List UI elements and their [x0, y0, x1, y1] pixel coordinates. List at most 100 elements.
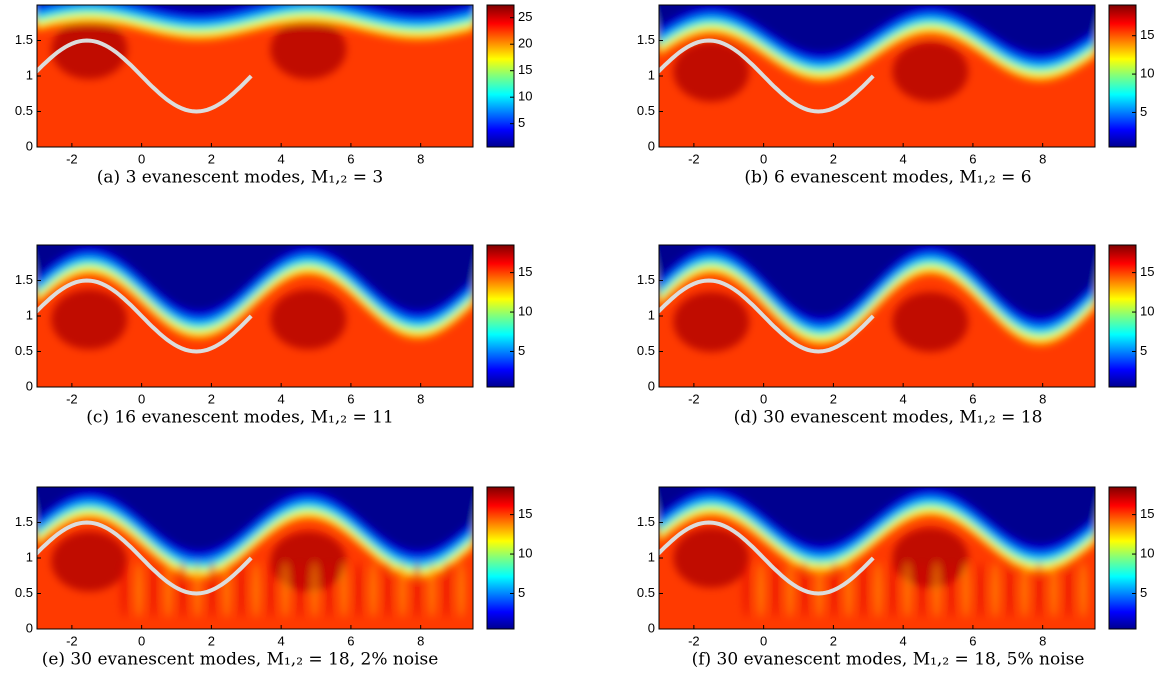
- noise-streak: [874, 561, 883, 618]
- y-tick-label: 0: [648, 378, 655, 393]
- y-tick-label: 0: [26, 378, 33, 393]
- heatmap-field: [37, 245, 473, 350]
- hot-spot: [51, 19, 128, 80]
- hot-spot: [270, 19, 347, 80]
- x-tick-label: 4: [900, 391, 907, 406]
- x-tick-label: -2: [66, 391, 78, 406]
- colorbar-tick-label: 15: [518, 264, 532, 279]
- noise-streak: [888, 561, 897, 618]
- y-tick-label: 1.5: [15, 32, 33, 47]
- noise-streak: [991, 561, 1000, 618]
- hot-spot: [892, 291, 969, 352]
- noise-streak: [947, 561, 956, 618]
- noise-streak: [149, 561, 158, 618]
- noise-streak: [281, 561, 290, 618]
- noise-streak: [844, 561, 853, 618]
- x-tick-label: 6: [969, 391, 976, 406]
- colorbar-tick-label: 25: [518, 9, 532, 24]
- y-tick-label: 0: [26, 620, 33, 635]
- y-tick-label: 0.5: [15, 343, 33, 358]
- x-tick-label: 4: [900, 151, 907, 166]
- noise-streak: [859, 561, 868, 618]
- noise-streak: [815, 561, 824, 618]
- heatmap-image: [37, 245, 473, 387]
- noise-streak: [222, 561, 231, 618]
- hot-spot: [51, 289, 128, 350]
- heatmap-field: [37, 5, 473, 80]
- noise-streak: [903, 561, 912, 618]
- x-tick-label: -2: [688, 151, 700, 166]
- colorbar: [486, 244, 515, 388]
- x-tick-label: 6: [347, 391, 354, 406]
- boundary-curve: [659, 520, 875, 596]
- x-tick-label: 6: [969, 633, 976, 648]
- noise-streak: [369, 561, 378, 618]
- y-tick-label: 1.5: [637, 272, 655, 287]
- y-tick-label: 0.5: [15, 103, 33, 118]
- colorbar-tick-label: 10: [1140, 545, 1154, 560]
- heatmap-image: [37, 5, 473, 147]
- colorbar-tick-label: 5: [1140, 104, 1147, 119]
- x-tick-label: 0: [138, 151, 145, 166]
- colorbar-tick-label: 15: [518, 62, 532, 77]
- caption: (a) 3 evanescent modes, M₁,₂ = 3: [97, 168, 383, 188]
- y-tick-label: 1.5: [15, 272, 33, 287]
- x-tick-label: 2: [830, 633, 837, 648]
- hot-spot: [51, 531, 128, 592]
- heatmap-band: [659, 245, 1095, 318]
- caption: (d) 30 evanescent modes, M₁,₂ = 18: [734, 408, 1043, 428]
- y-tick-label: 1.5: [637, 32, 655, 47]
- noise-streak: [786, 561, 795, 618]
- noise-streak: [339, 561, 348, 618]
- heatmap-image: [659, 487, 1095, 629]
- noise-streak: [325, 561, 334, 618]
- y-tick-label: 1: [648, 549, 655, 564]
- noise-streak: [193, 561, 202, 618]
- noise-streak: [354, 561, 363, 618]
- noise-streak: [457, 561, 466, 618]
- x-tick-label: 2: [830, 391, 837, 406]
- x-tick-label: 0: [760, 391, 767, 406]
- caption: (b) 6 evanescent modes, M₁,₂ = 6: [744, 168, 1031, 188]
- x-tick-label: 0: [138, 391, 145, 406]
- y-tick-label: 1: [26, 67, 33, 82]
- heatmap-image: [659, 5, 1095, 147]
- caption: (f) 30 evanescent modes, M₁,₂ = 18, 5% n…: [692, 650, 1085, 670]
- noise-streak: [976, 561, 985, 618]
- colorbar-tick-label: 10: [1140, 66, 1154, 81]
- x-tick-label: 6: [969, 151, 976, 166]
- noise-streak: [1035, 561, 1044, 618]
- x-tick-label: 4: [278, 151, 285, 166]
- colorbar: [1108, 4, 1137, 148]
- boundary-curve: [37, 278, 253, 354]
- x-tick-label: 2: [208, 151, 215, 166]
- y-tick-label: 1: [26, 307, 33, 322]
- noise-streak: [961, 561, 970, 618]
- hot-spot: [673, 291, 750, 352]
- boundary-curve: [37, 520, 253, 596]
- colorbar-tick-label: 5: [518, 585, 525, 600]
- noise-streak: [413, 561, 422, 618]
- hot-spot: [673, 41, 750, 102]
- colorbar: [486, 486, 515, 630]
- colorbar: [1108, 486, 1137, 630]
- noise-streak: [1005, 561, 1014, 618]
- colorbar: [486, 4, 515, 148]
- x-tick-label: 8: [417, 633, 424, 648]
- x-tick-label: -2: [688, 391, 700, 406]
- noise-streak: [1049, 561, 1058, 618]
- noise-streak: [266, 561, 275, 618]
- heatmap-band: [659, 5, 1095, 54]
- noise-streak: [1064, 561, 1073, 618]
- caption: (c) 16 evanescent modes, M₁,₂ = 11: [86, 408, 393, 428]
- colorbar-tick-label: 15: [1140, 506, 1154, 521]
- x-tick-label: 8: [1039, 151, 1046, 166]
- panel: -2 0 2 4 6 8 0 0.5 1 1.5 5 10 15 (d) 30 evanescent mo…: [637, 244, 1154, 428]
- y-tick-label: 0.5: [15, 585, 33, 600]
- heatmap-band: [37, 245, 473, 311]
- colorbar-tick-label: 15: [1140, 264, 1154, 279]
- colorbar-tick-label: 5: [1140, 585, 1147, 600]
- x-tick-label: 0: [760, 633, 767, 648]
- x-tick-label: 8: [417, 151, 424, 166]
- panel: -2 0 2 4 6 8 0 0.5 1 1.5 5 10 15 (f) 30 evanescent mo…: [637, 486, 1154, 670]
